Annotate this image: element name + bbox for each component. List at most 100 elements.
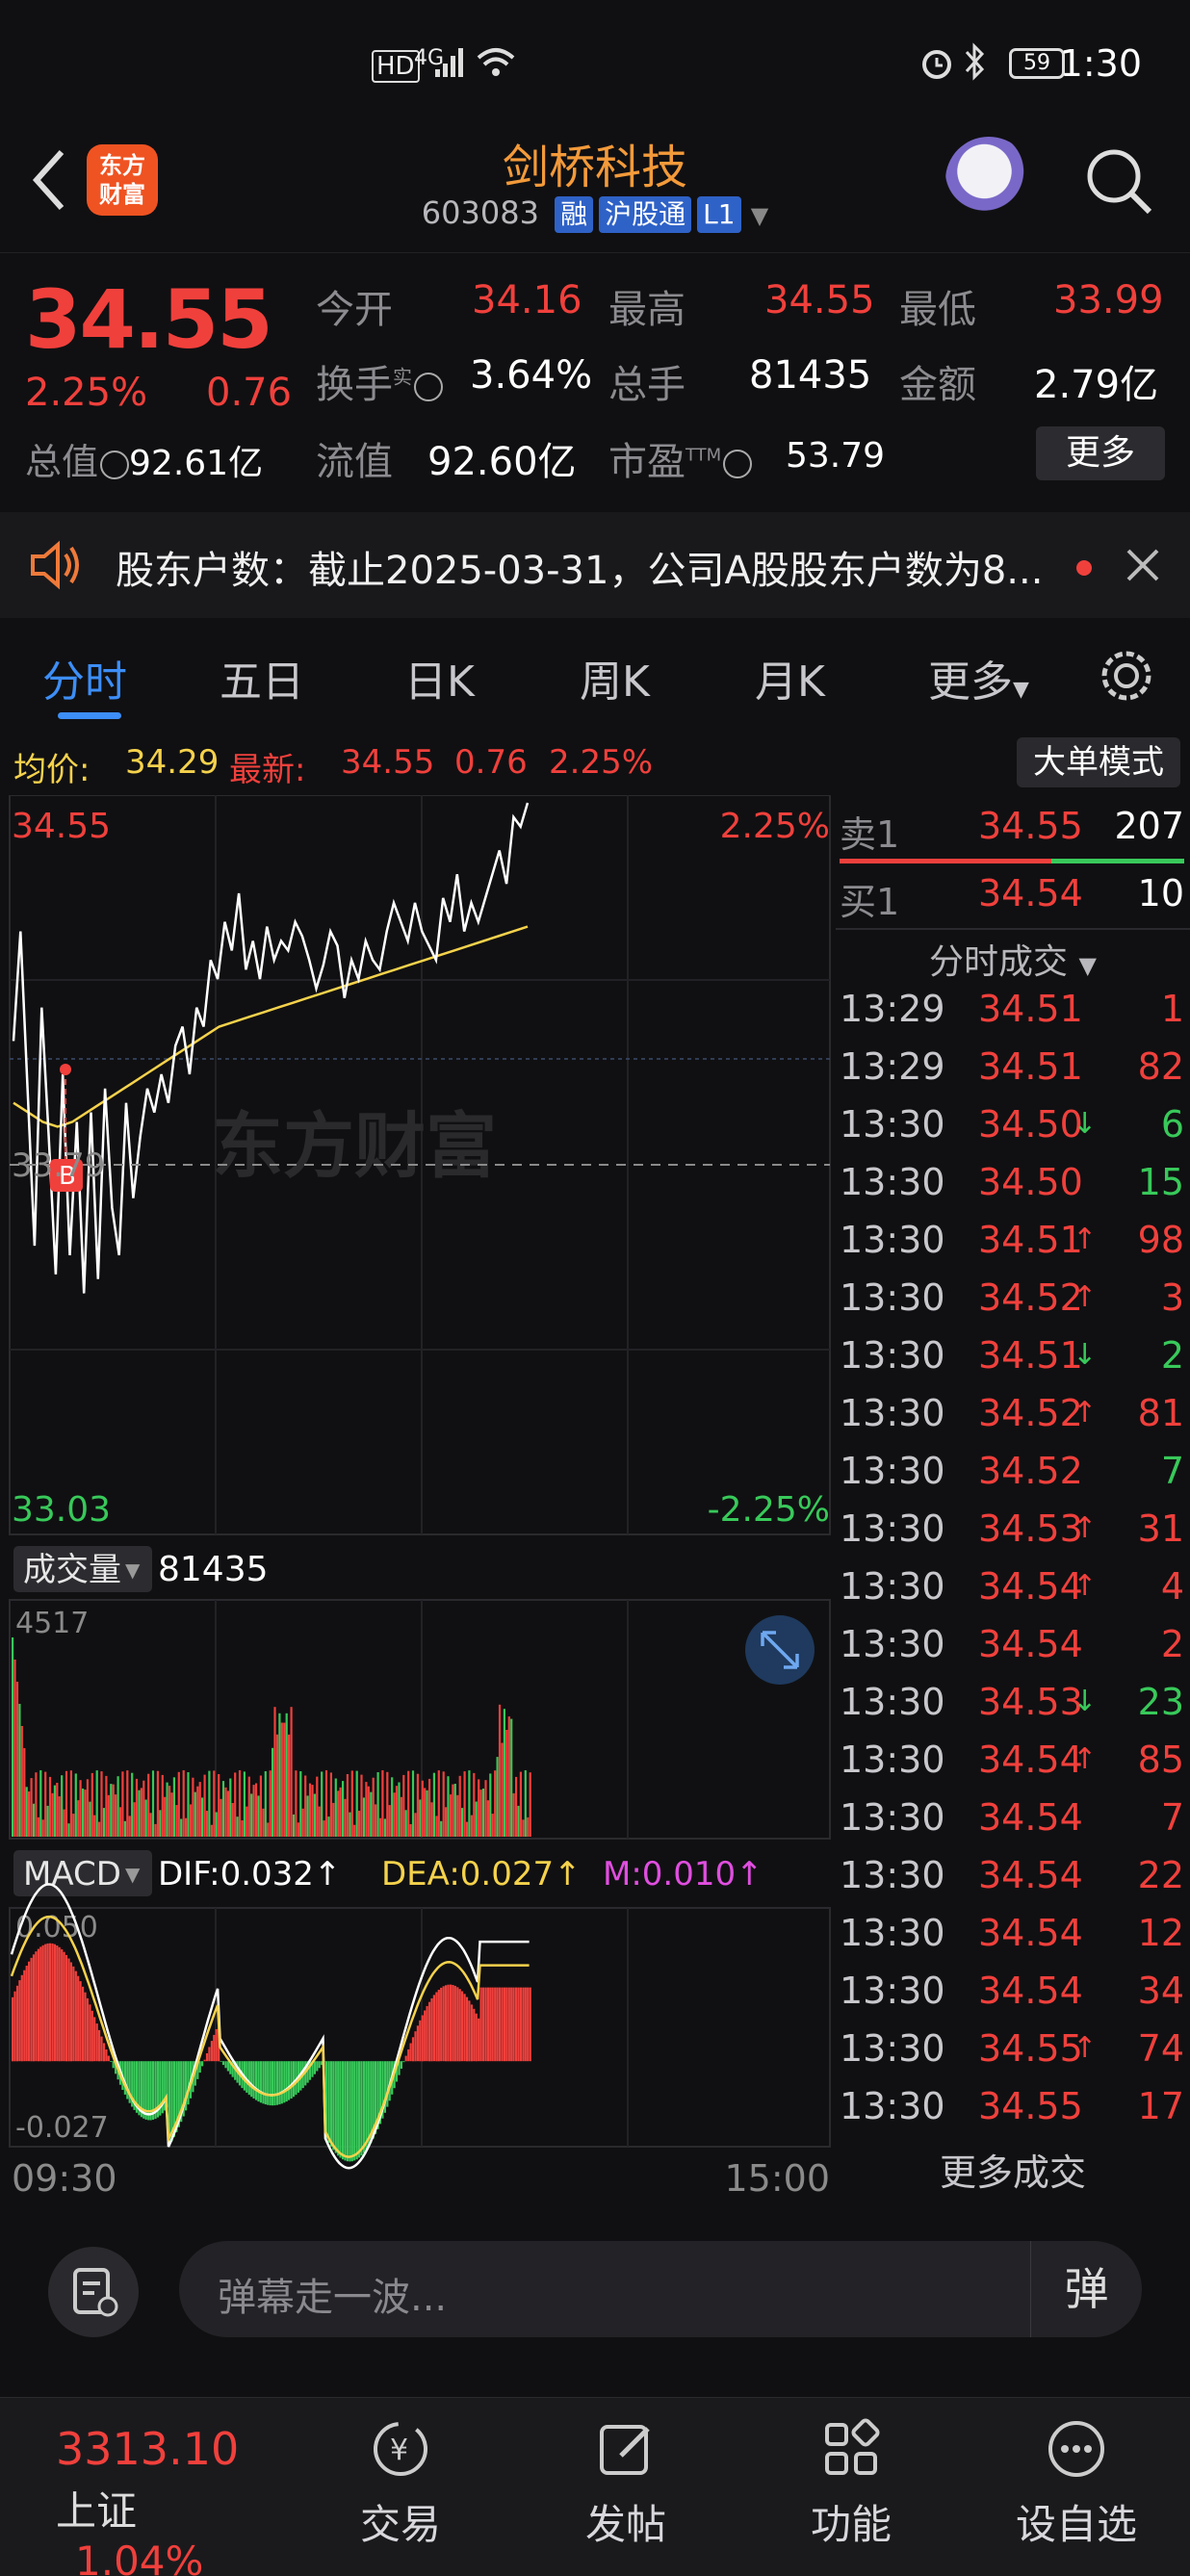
sell1-label: 卖1 [840, 813, 900, 856]
stock-name: 剑桥科技 [502, 141, 687, 194]
index-quote[interactable]: 3313.10 上证 1.04% [56, 2423, 268, 2576]
volume-bar [409, 1824, 412, 1837]
volume-bar [159, 1810, 162, 1837]
nav-post[interactable]: 发帖 [549, 2415, 703, 2551]
volume-bar [25, 1787, 28, 1837]
volume-bar [517, 1805, 520, 1837]
trade-volume: 7 [1160, 1450, 1184, 1492]
bluetooth-icon [965, 42, 985, 81]
tab-monthly-k[interactable]: 月K [755, 657, 825, 707]
volume-bar [430, 1802, 433, 1837]
close-icon[interactable] [1125, 547, 1161, 583]
macd-bar [505, 1987, 508, 2062]
macd-bar [376, 2061, 379, 2129]
price-series [12, 802, 530, 1294]
macd-bar [154, 2061, 157, 2120]
more-trades-button[interactable]: 更多成交 [939, 2151, 1086, 2194]
nav-functions[interactable]: 功能 [774, 2415, 928, 2551]
macd-bar [395, 2061, 399, 2082]
macd-bar [381, 2061, 384, 2119]
nav-trade[interactable]: ¥ 交易 [323, 2415, 478, 2551]
eastmoney-logo[interactable]: 东方 财富 [87, 144, 158, 216]
volume-bar [89, 1801, 91, 1837]
news-ticker[interactable]: 股东户数：截止2025-03-31，公司A股股东户数为8... [0, 512, 1190, 618]
macd-bar [400, 2061, 402, 2069]
macd-bar [264, 2061, 267, 2105]
volume-selector[interactable] [13, 1546, 152, 1592]
macd-bar [329, 2061, 332, 2147]
trades-header[interactable]: 分时成交 ▼ [929, 942, 1097, 982]
volume-bar [332, 1802, 335, 1837]
danmu-settings-icon[interactable] [48, 2247, 139, 2337]
volume-bar [327, 1816, 330, 1837]
macd-bar [522, 1987, 525, 2062]
danmu-toggle-button[interactable]: 弹 [1030, 2241, 1142, 2337]
volume-bar [262, 1808, 265, 1837]
news-text: 股东户数：截止2025-03-31，公司A股股东户数为8... [116, 549, 1044, 593]
volume-bar [346, 1774, 349, 1837]
macd-bar [123, 2061, 126, 2095]
macd-bar [456, 1987, 459, 2062]
big-order-mode-button[interactable]: 大单模式 [1017, 737, 1180, 787]
info-icon[interactable] [414, 373, 443, 401]
trade-time: 13:30 [840, 1970, 945, 2012]
nav-watchlist[interactable]: 设自选 [999, 2415, 1153, 2551]
volume-bar [53, 1785, 56, 1837]
volume-bar [400, 1796, 402, 1837]
trade-arrow: ↓ [1073, 1107, 1098, 1141]
index-pct: 1.04% [75, 2537, 204, 2576]
volume-bar [424, 1788, 427, 1837]
tab-weekly-k[interactable]: 周K [580, 657, 650, 707]
macd-bar [365, 2061, 368, 2151]
trade-time: 13:29 [840, 1045, 945, 1088]
macd-bar [257, 2061, 260, 2102]
trade-volume: 22 [1137, 1854, 1184, 1896]
tab-more[interactable]: 更多▼ [928, 657, 1029, 707]
volume-bar [404, 1810, 407, 1837]
volume-bar [126, 1770, 129, 1837]
volume-bar [402, 1774, 405, 1837]
macd-bar [247, 2061, 250, 2096]
macd-bar [465, 1996, 469, 2062]
assistant-robot-icon[interactable] [945, 137, 1032, 223]
macd-bar [28, 1961, 31, 2062]
volume-bar [463, 1771, 466, 1837]
tab-intraday[interactable]: 分时 [42, 657, 127, 707]
volume-bar [311, 1785, 314, 1837]
macd-bar [187, 2061, 190, 2105]
volume-bar [370, 1791, 373, 1837]
volume-bar [161, 1774, 164, 1837]
volume-bar [198, 1782, 201, 1837]
tab-five-day[interactable]: 五日 [220, 657, 304, 707]
info-icon[interactable] [723, 450, 753, 478]
macd-bar [140, 2061, 142, 2118]
macd-bar [170, 2061, 173, 2142]
gear-icon[interactable] [1098, 647, 1155, 705]
volume-bar [131, 1772, 134, 1837]
back-arrow-icon[interactable] [29, 146, 67, 214]
battery-icon: 59 [1009, 48, 1065, 79]
volume-bar [77, 1800, 80, 1837]
volume-bar [98, 1821, 101, 1837]
tab-daily-k[interactable]: 日K [404, 657, 475, 707]
more-quote-button[interactable]: 更多 [1036, 426, 1165, 480]
buy-marker[interactable] [50, 1159, 83, 1192]
volume-bar [13, 1660, 16, 1837]
volume-bar [376, 1772, 379, 1837]
intraday-chart[interactable]: 东方财富 B 33.79 34.55 2.25% 33.03 -2.25% 成交… [0, 795, 834, 2210]
volume-bar [507, 1716, 510, 1837]
trade-time: 13:30 [840, 1276, 945, 1319]
stock-code-line[interactable]: 603083 融沪股通 L1 ▼ [0, 194, 1190, 233]
danmu-input[interactable]: 弹幕走一波... 弹 [179, 2241, 1142, 2337]
trade-volume: 82 [1137, 1045, 1184, 1088]
info-icon[interactable] [100, 450, 130, 479]
search-icon[interactable] [1082, 144, 1155, 218]
macd-bar [318, 2061, 321, 2069]
trade-price: 34.54 [978, 1796, 1083, 1839]
pct-axis-top: 2.25% [720, 807, 830, 846]
volume-bar [515, 1776, 518, 1837]
volume-bar [344, 1798, 347, 1837]
volume-bar [185, 1817, 188, 1837]
volume-bar [246, 1806, 248, 1837]
volume-bar [56, 1783, 59, 1837]
